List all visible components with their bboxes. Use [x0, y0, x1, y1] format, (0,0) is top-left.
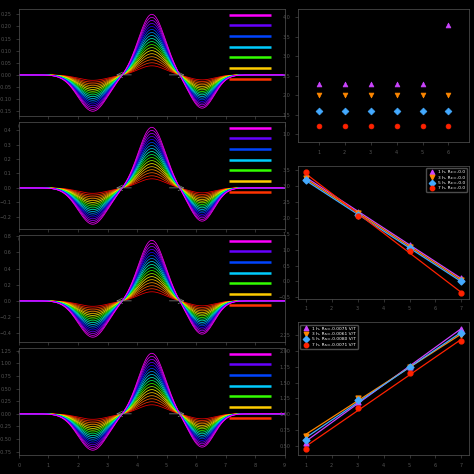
Point	[406, 241, 413, 249]
Point	[458, 278, 465, 285]
Point	[458, 337, 465, 345]
Point	[445, 123, 452, 130]
Point	[354, 398, 361, 405]
Point	[367, 80, 374, 87]
Point	[406, 369, 413, 377]
Point	[354, 208, 361, 215]
Point	[406, 363, 413, 371]
Point	[406, 363, 413, 371]
Point	[302, 173, 310, 181]
Point	[354, 213, 361, 220]
Point	[354, 396, 361, 404]
Point	[393, 107, 401, 115]
Point	[315, 107, 322, 115]
Point	[393, 80, 401, 87]
Point	[341, 80, 348, 87]
Legend: 1 h, Rs=-0.0075 V/T, 3 h, Rs=-0.0061 V/T, 5 h, Rs=-0.0080 V/T, 7 h, Rs=-0.0071 V: 1 h, Rs=-0.0075 V/T, 3 h, Rs=-0.0061 V/T…	[300, 325, 358, 349]
Point	[445, 107, 452, 115]
Point	[458, 325, 465, 333]
Point	[419, 107, 426, 115]
Point	[354, 211, 361, 219]
Point	[302, 174, 310, 182]
Point	[445, 91, 452, 99]
Point	[458, 329, 465, 337]
Point	[315, 80, 322, 87]
Point	[354, 210, 361, 217]
Point	[341, 107, 348, 115]
Point	[302, 168, 310, 176]
Point	[419, 123, 426, 130]
Point	[315, 123, 322, 130]
Point	[393, 91, 401, 99]
Point	[354, 394, 361, 402]
Point	[419, 91, 426, 99]
Point	[302, 433, 310, 440]
Point	[367, 91, 374, 99]
Point	[458, 289, 465, 296]
Legend: 1 h, Rc=-0.0, 3 h, Rc=-0.0, 5 h, Rc=-0.0, 7 h, Rc=-0.0: 1 h, Rc=-0.0, 3 h, Rc=-0.0, 5 h, Rc=-0.0…	[426, 168, 467, 192]
Point	[419, 80, 426, 87]
Point	[341, 123, 348, 130]
Point	[302, 176, 310, 184]
Point	[315, 91, 322, 99]
Point	[406, 244, 413, 252]
Point	[367, 123, 374, 130]
Point	[406, 243, 413, 250]
Point	[302, 445, 310, 453]
Point	[302, 436, 310, 443]
Point	[341, 91, 348, 99]
Point	[393, 123, 401, 130]
Point	[367, 107, 374, 115]
Point	[354, 404, 361, 412]
Point	[445, 21, 452, 29]
Point	[458, 331, 465, 339]
Point	[302, 439, 310, 447]
Point	[406, 363, 413, 371]
Point	[406, 247, 413, 255]
Point	[458, 274, 465, 282]
Point	[458, 276, 465, 283]
